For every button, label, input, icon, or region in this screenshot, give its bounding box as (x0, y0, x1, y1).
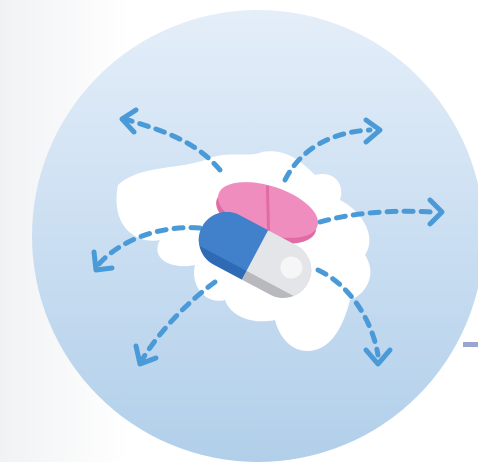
illustration (0, 0, 478, 462)
page (0, 0, 478, 462)
accent-bar (463, 342, 478, 347)
